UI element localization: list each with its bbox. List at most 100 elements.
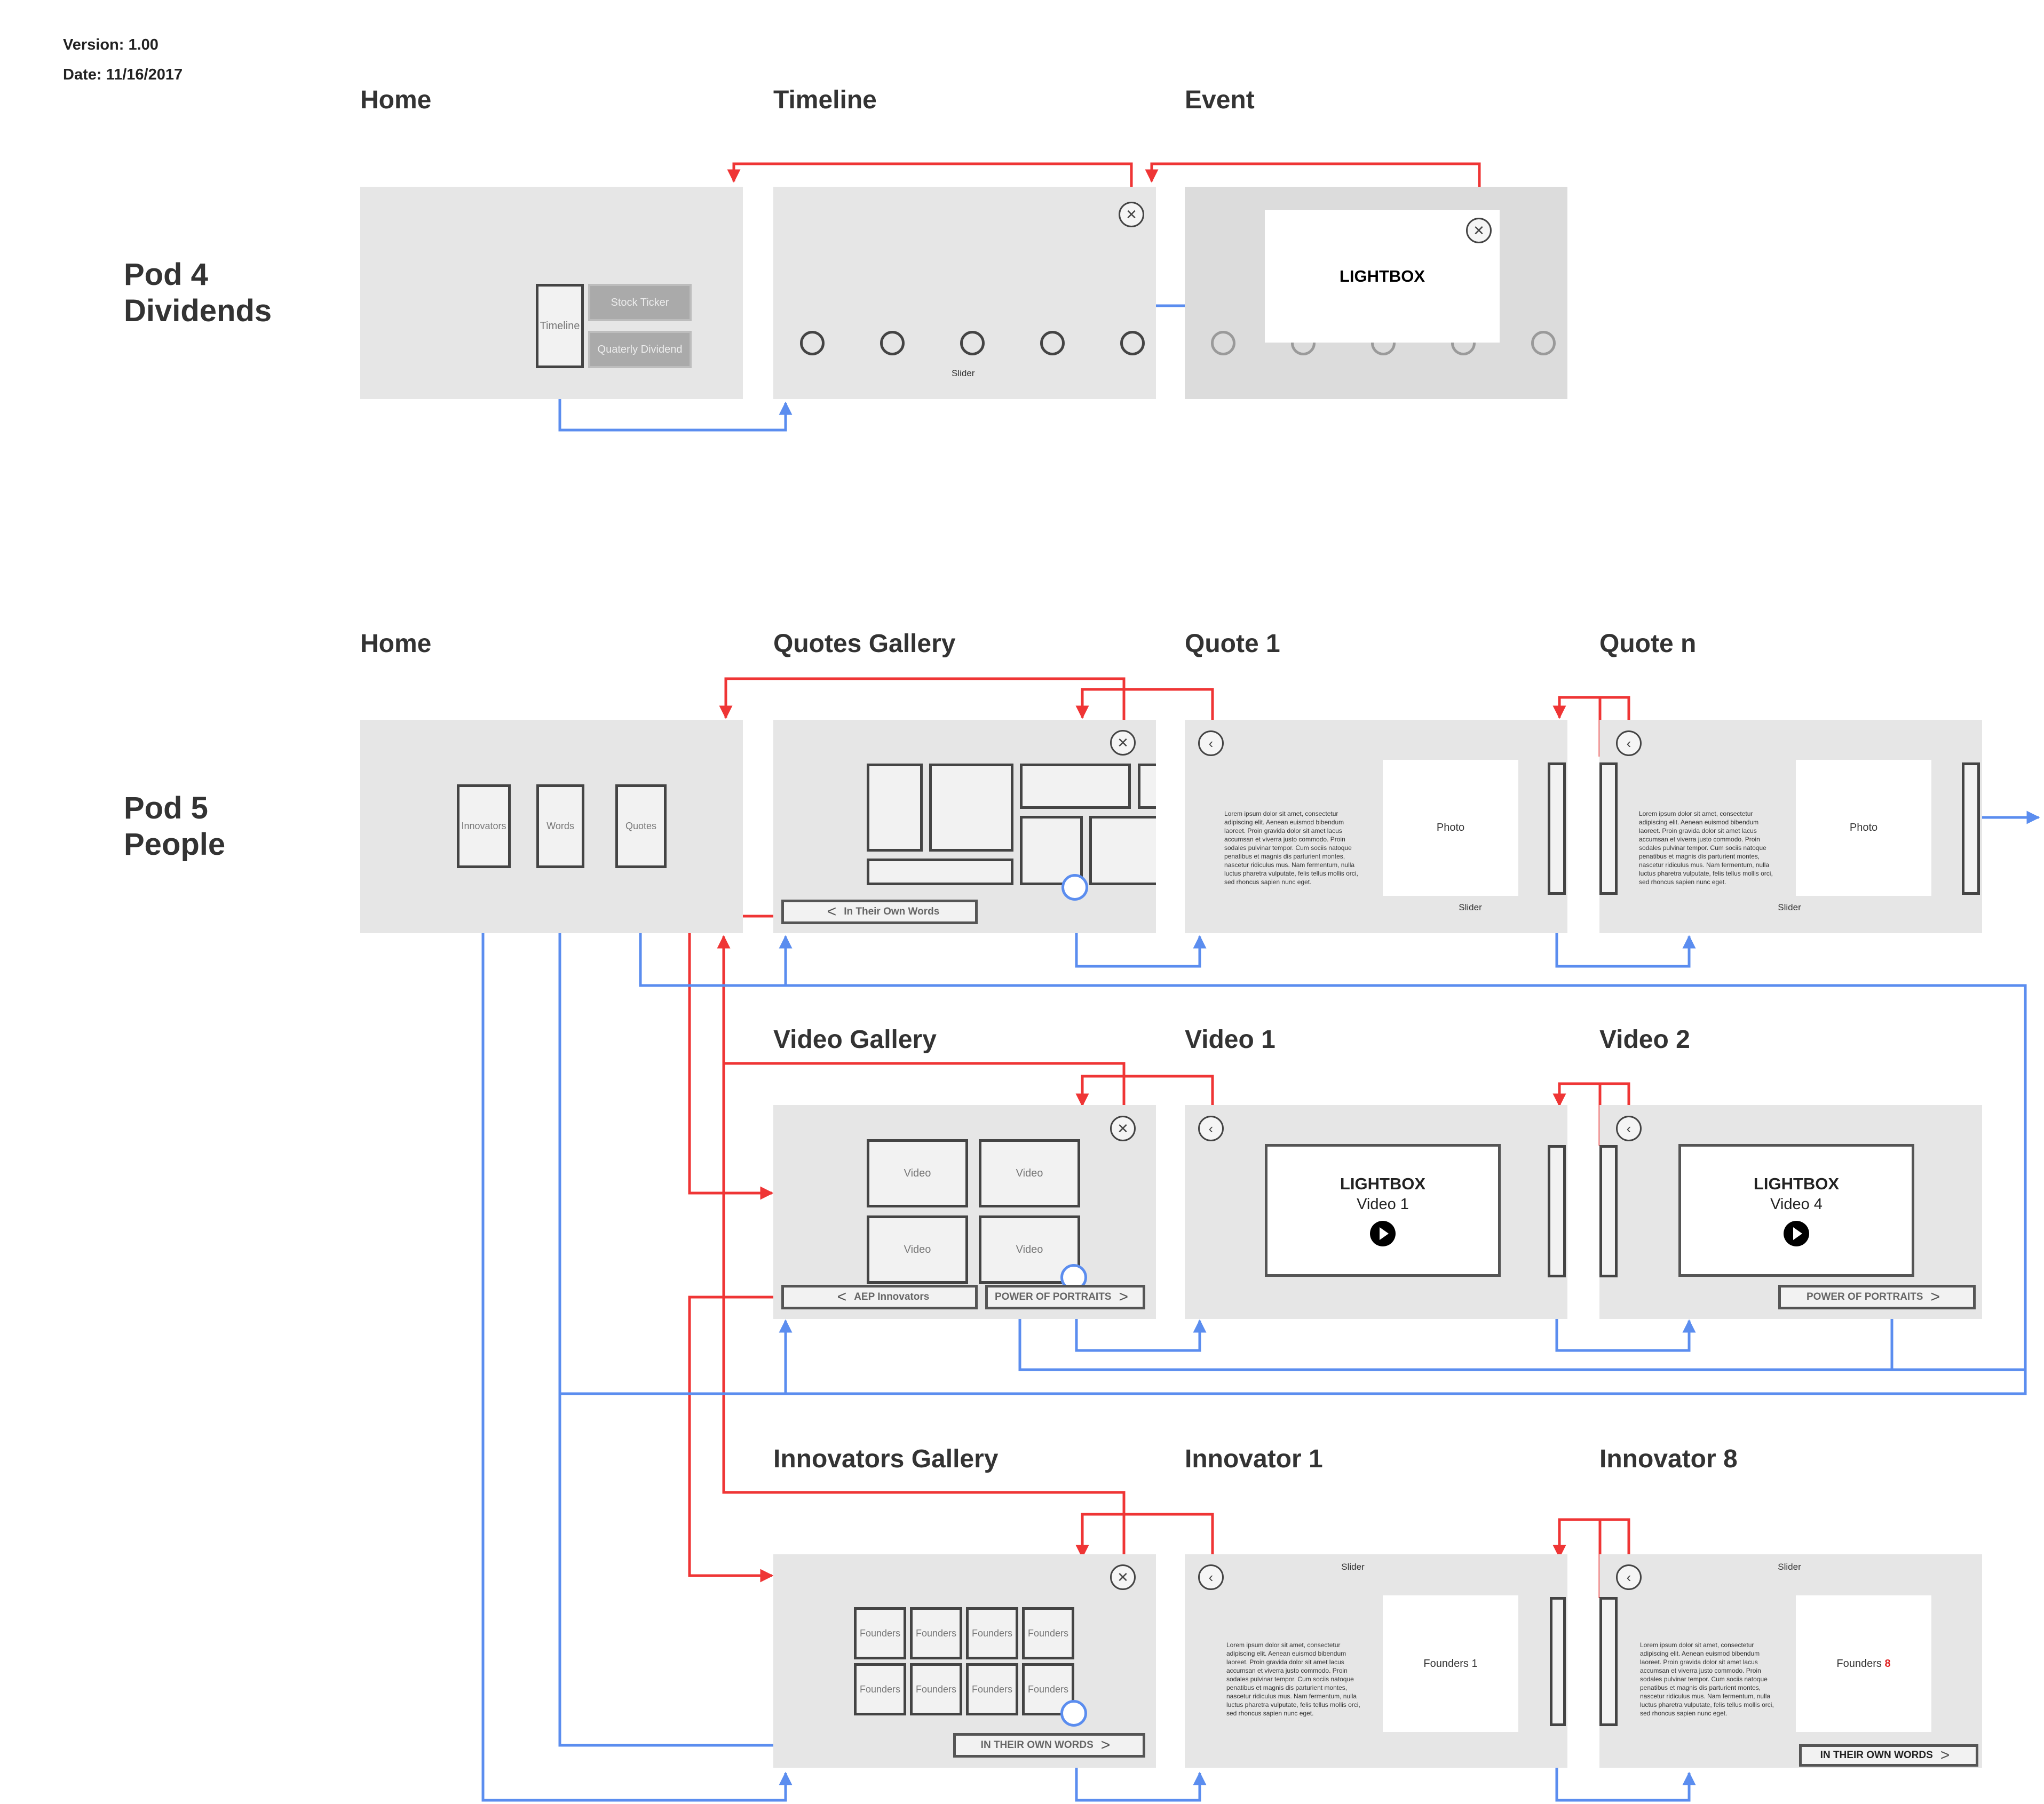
timeline-button[interactable]: Timeline [536,284,584,368]
back-icon[interactable]: ‹ [1616,1564,1642,1590]
lightbox-label: LIGHTBOX [1339,267,1425,285]
timeline-node[interactable] [880,331,905,355]
quote-thumbnail[interactable] [867,859,1013,885]
nav-label: IN THEIR OWN WORDS [1820,1750,1933,1761]
pod4-title-home: Home [360,86,432,114]
nav-label: POWER OF PORTRAITS [1806,1291,1923,1302]
prev-quote-edge[interactable] [1599,762,1618,895]
quote-thumbnail[interactable] [1020,816,1083,885]
founder-thumbnail[interactable]: Founders [966,1607,1018,1659]
photo-label: Photo [1849,822,1878,833]
timeline-node[interactable] [1120,331,1145,355]
photo-label: Founders [1836,1657,1885,1670]
founder-thumbnail[interactable]: Founders [966,1663,1018,1715]
in-their-own-words-button[interactable]: IN THEIR OWN WORDS > [953,1733,1145,1758]
timeline-node[interactable] [1040,331,1065,355]
timeline-node [1531,331,1556,355]
close-icon[interactable]: ✕ [1119,202,1144,227]
chevron-left-icon: < [837,1288,847,1306]
quote-thumbnail[interactable] [1020,764,1131,809]
words-button[interactable]: Words [536,784,584,868]
innovators-button[interactable]: Innovators [457,784,511,868]
lightbox-label: LIGHTBOX [1753,1174,1840,1193]
photo-placeholder: Founders 1 [1383,1595,1518,1732]
next-video-edge[interactable] [1548,1145,1566,1277]
title-innovator-1: Innovator 1 [1185,1445,1323,1473]
play-icon[interactable] [1370,1221,1396,1246]
timeline-node[interactable] [800,331,825,355]
next-quote-edge[interactable] [1962,762,1980,895]
founder-thumbnail[interactable]: Founders [854,1663,906,1715]
pod4-label-line1: Pod 4 [124,257,208,292]
video-label: Video 1 [1357,1196,1409,1213]
close-icon[interactable]: ✕ [1110,1564,1136,1590]
innovator-8-screen: ‹ Slider Lorem ipsum dolor sit amet, con… [1599,1554,1982,1768]
play-icon[interactable] [1784,1221,1809,1246]
close-icon[interactable]: ✕ [1110,730,1136,756]
pod5-label-line1: Pod 5 [124,791,208,825]
pod4-timeline-screen: ✕ Slider [773,187,1156,399]
chevron-right-icon: > [1930,1288,1940,1306]
next-quote-edge[interactable] [1548,762,1566,895]
close-icon[interactable]: ✕ [1466,218,1492,243]
pod4-label-line2: Dividends [124,293,272,328]
prev-innovator-edge[interactable] [1599,1597,1618,1726]
video-thumbnail[interactable]: Video [867,1215,968,1284]
power-of-portraits-button[interactable]: POWER OF PORTRAITS > [1778,1285,1976,1309]
pod5-home-screen: Innovators Words Quotes [360,720,743,933]
title-innovators-gallery: Innovators Gallery [773,1445,999,1473]
quote-thumbnail[interactable] [1089,816,1156,885]
founder-thumbnail[interactable]: Founders [1022,1607,1074,1659]
pod5-label-line2: People [124,827,226,862]
pod4-title-event: Event [1185,86,1255,114]
back-icon[interactable]: ‹ [1198,1116,1224,1141]
gallery-item-hotspot[interactable] [1061,874,1088,901]
quote-body-text: Lorem ipsum dolor sit amet, consectetur … [1224,810,1358,886]
chevron-right-icon: > [1119,1288,1129,1306]
in-their-own-words-button[interactable]: < In Their Own Words [781,900,978,924]
quote-thumbnail[interactable] [1138,764,1156,809]
close-icon[interactable]: ✕ [1110,1116,1136,1141]
prev-video-edge[interactable] [1599,1145,1618,1277]
video-thumbnail[interactable]: Video [867,1139,968,1207]
title-video-2: Video 2 [1599,1026,1690,1054]
video-2-screen: ‹ LIGHTBOX Video 4 POWER OF PORTRAITS > [1599,1105,1982,1319]
pod4-event-screen: LIGHTBOX ✕ [1185,187,1567,399]
back-icon[interactable]: ‹ [1198,1564,1224,1590]
back-icon[interactable]: ‹ [1616,1116,1642,1141]
title-quote-1: Quote 1 [1185,630,1280,658]
gallery-item-hotspot[interactable] [1060,1700,1087,1727]
quotes-gallery-screen: ✕ < In Their Own Words [773,720,1156,933]
date-label: Date: 11/16/2017 [63,66,183,83]
next-innovator-edge[interactable] [1550,1597,1566,1726]
video-lightbox: LIGHTBOX Video 4 [1678,1144,1914,1277]
founder-thumbnail[interactable]: Founders [910,1607,962,1659]
founder-thumbnail[interactable]: Founders [854,1607,906,1659]
power-of-portraits-button[interactable]: POWER OF PORTRAITS > [985,1285,1145,1309]
video-label: Video 4 [1770,1196,1823,1213]
video-thumbnail[interactable]: Video [979,1215,1080,1284]
slider-label: Slider [952,368,975,378]
quarterly-dividend-panel: Quaterly Dividend [588,331,692,368]
nav-label: AEP Innovators [854,1291,930,1302]
video-thumbnail[interactable]: Video [979,1139,1080,1207]
in-their-own-words-button[interactable]: IN THEIR OWN WORDS > [1799,1744,1978,1767]
quotes-button[interactable]: Quotes [615,784,667,868]
chevron-right-icon: > [1940,1746,1950,1764]
back-icon[interactable]: ‹ [1616,730,1642,756]
lightbox-label: LIGHTBOX [1340,1174,1426,1193]
quote-thumbnail[interactable] [867,764,923,852]
innovator-body-text: Lorem ipsum dolor sit amet, consectetur … [1640,1641,1774,1717]
version-label: Version: 1.00 [63,36,159,53]
aep-innovators-button[interactable]: < AEP Innovators [781,1285,978,1309]
back-icon[interactable]: ‹ [1198,730,1224,756]
title-video-gallery: Video Gallery [773,1026,937,1054]
founder-thumbnail[interactable]: Founders [910,1663,962,1715]
title-quote-n: Quote n [1599,630,1697,658]
title-innovator-8: Innovator 8 [1599,1445,1738,1473]
quote-thumbnail[interactable] [929,764,1013,852]
pod4-home-screen: Timeline Stock Ticker Quaterly Dividend [360,187,743,399]
slider-label: Slider [1778,1562,1801,1572]
timeline-node[interactable] [960,331,985,355]
title-video-1: Video 1 [1185,1026,1275,1054]
